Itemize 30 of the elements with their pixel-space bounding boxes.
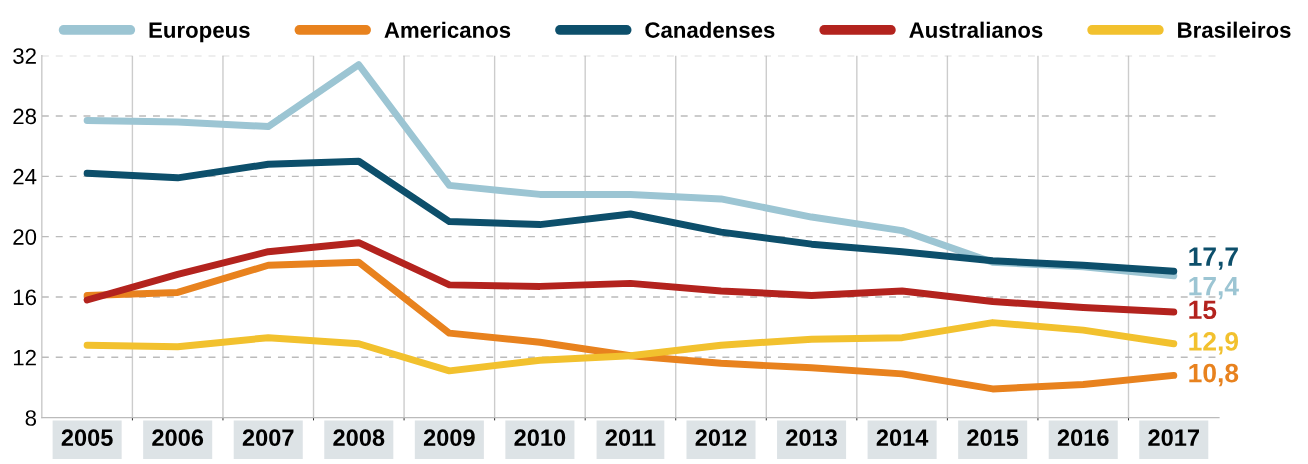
x-tick-label: 2015	[967, 429, 1019, 447]
y-tick-label: 24	[13, 168, 37, 185]
legend-label: Europeus	[149, 22, 250, 43]
x-tick-label: 2013	[786, 429, 837, 447]
y-tick-label: 8	[25, 410, 37, 426]
x-tick-label: 2011	[605, 429, 656, 447]
legend-label: Brasileiros	[1178, 21, 1291, 38]
annotation: 10,8	[1189, 363, 1239, 387]
y-tick-label: 20	[13, 229, 37, 245]
x-tick-label: 2012	[695, 429, 747, 447]
x-tick-label: 2017	[1148, 429, 1200, 447]
annotation: 12,9	[1189, 332, 1239, 355]
x-tick-label: 2009	[423, 429, 475, 447]
y-tick-label: 12	[13, 349, 36, 366]
annotation: 17,4	[1189, 277, 1239, 300]
x-tick-label: 2014	[876, 429, 929, 447]
legend-label: Australianos	[909, 21, 1043, 38]
y-tick-label: 16	[13, 289, 37, 306]
x-tick-label: 2016	[1057, 429, 1109, 447]
x-tick-label: 2006	[152, 429, 204, 447]
annotation: 15	[1189, 300, 1217, 320]
x-tick-label: 2007	[242, 429, 294, 447]
x-tick-label: 2008	[333, 429, 385, 447]
legend-label: Canadenses	[645, 21, 775, 38]
y-tick-label: 32	[13, 48, 36, 64]
x-tick-label: 2005	[61, 429, 113, 447]
x-tick-label: 2010	[514, 429, 566, 447]
y-tick-label: 28	[13, 108, 37, 125]
annotation: 17,7	[1189, 247, 1238, 270]
legend-label: Americanos	[384, 21, 511, 38]
